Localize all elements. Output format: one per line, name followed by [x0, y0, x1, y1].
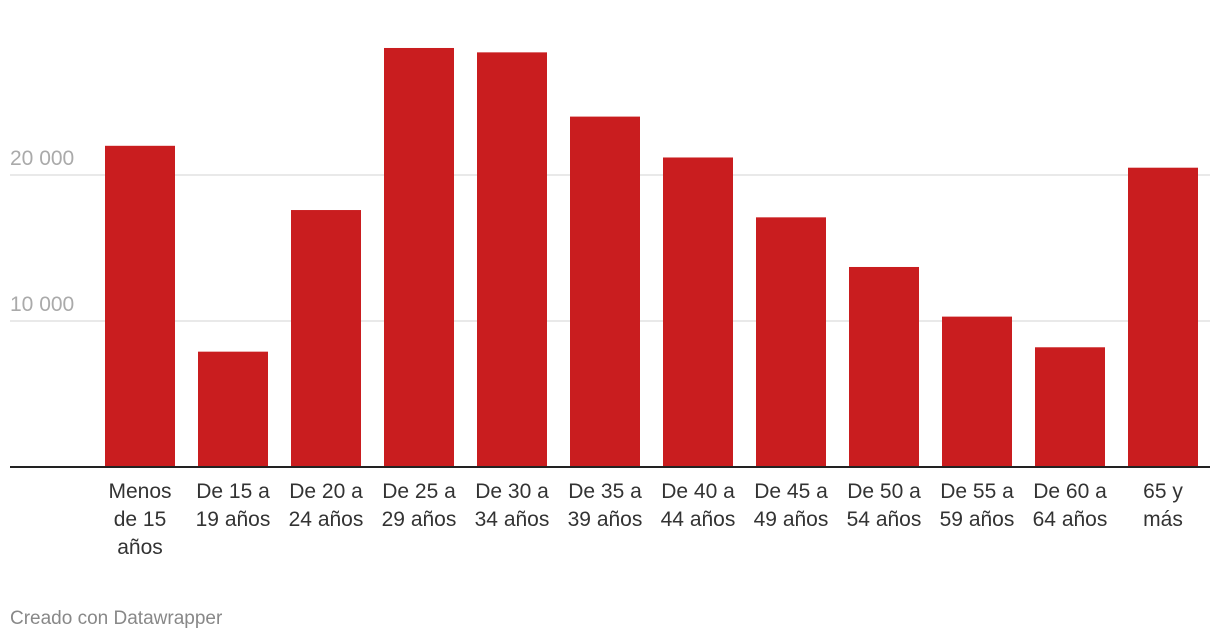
x-tick-label: De 60 a 64 años: [1032, 480, 1108, 531]
bar: [477, 52, 547, 468]
x-tick-label: De 45 a 49 años: [753, 480, 829, 531]
bar: [570, 116, 640, 467]
bar: [663, 157, 733, 468]
x-tick-label: De 35 a 39 años: [567, 480, 643, 531]
x-tick-label: De 40 a 44 años: [660, 480, 736, 531]
x-tick-label: De 20 a 24 años: [288, 480, 364, 531]
x-tick-label: De 15 a 19 años: [195, 480, 271, 531]
bar: [942, 316, 1012, 467]
bar: [756, 217, 826, 467]
x-tick-label: Menos de 15 años: [108, 480, 172, 559]
y-tick-label: 20 000: [10, 147, 74, 170]
bar: [849, 266, 919, 467]
x-tick-label: De 50 a 54 años: [846, 480, 922, 531]
x-tick-label: 65 y más: [1143, 480, 1183, 531]
x-tick-label: De 55 a 59 años: [939, 480, 1015, 531]
bar: [1128, 167, 1198, 467]
x-tick-label: De 30 a 34 años: [474, 480, 550, 531]
bar: [384, 47, 454, 467]
footer: Creado con Datawrapper: [10, 608, 223, 629]
x-tick-label: De 25 a 29 años: [381, 480, 457, 531]
bar: [291, 210, 361, 468]
bar: [1035, 347, 1105, 467]
bar: [105, 145, 175, 468]
bar: [198, 351, 268, 467]
y-tick-label: 10 000: [10, 293, 74, 316]
